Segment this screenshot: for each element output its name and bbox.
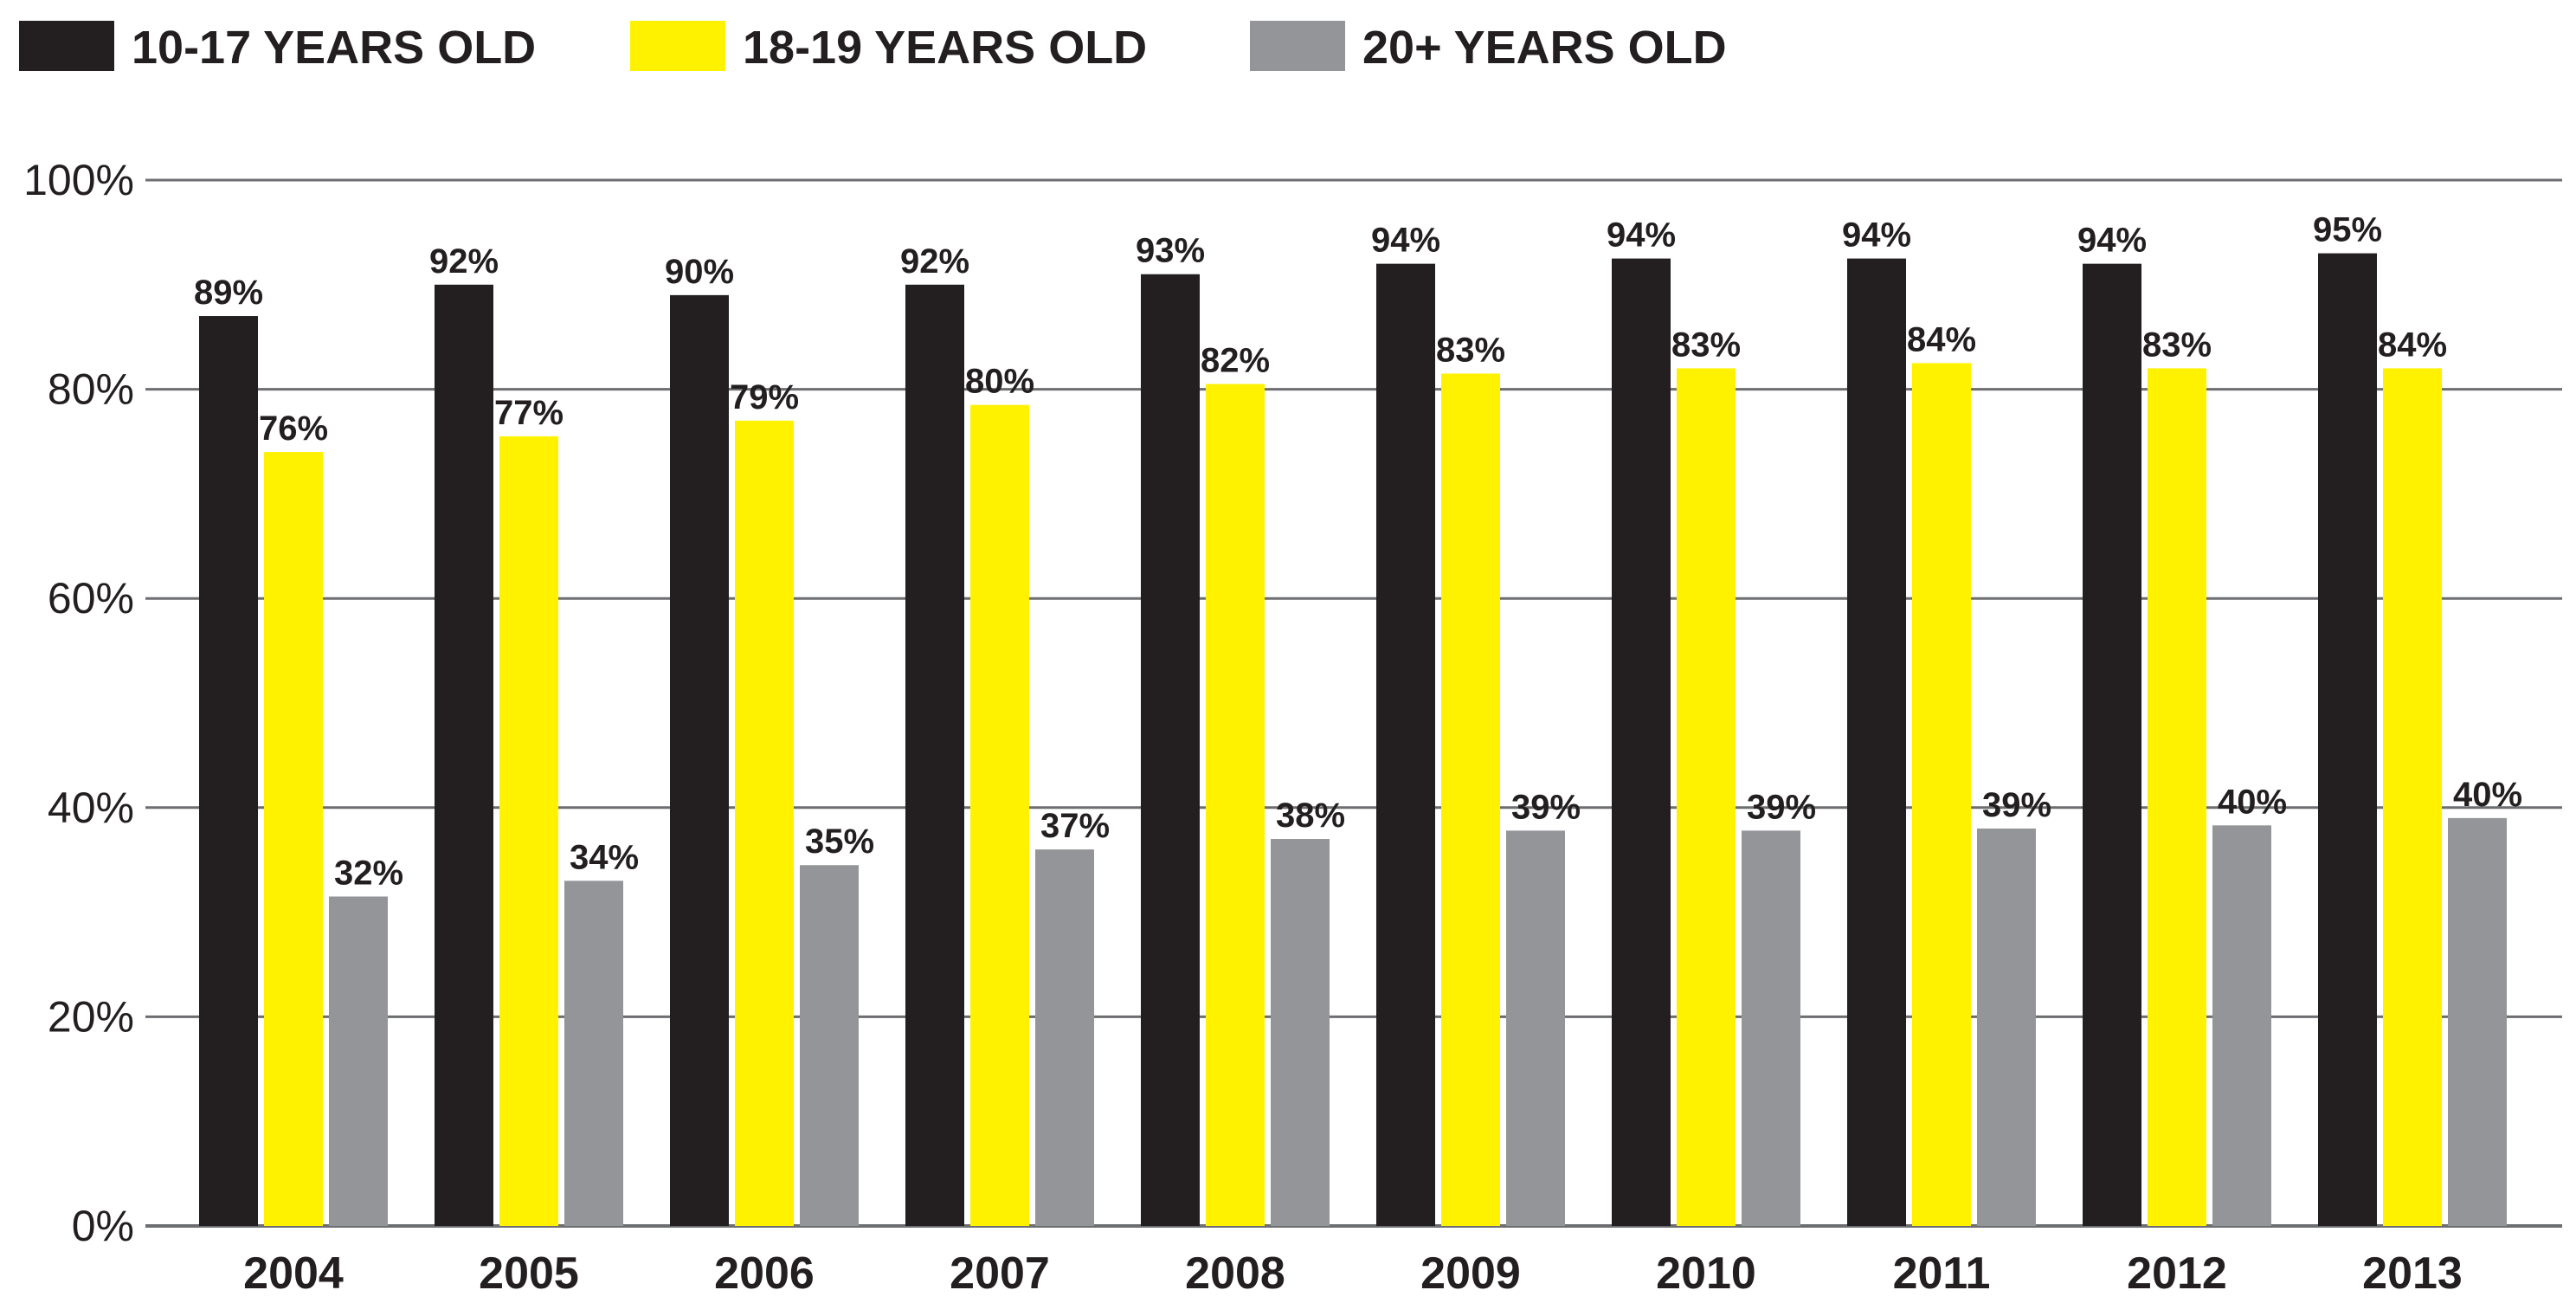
bar-2005-series-3 <box>564 881 623 1226</box>
data-label-2012-series-3: 40% <box>2218 783 2287 821</box>
data-labels: 89% 76% 32% 92% 77% 34% 90% 79% 35% 92% 80% 37% 93% 8… <box>194 211 2522 893</box>
bar-2004-series-1 <box>199 316 258 1226</box>
bar-2005-series-1 <box>435 284 493 1226</box>
bar-2004-series-3 <box>329 896 388 1226</box>
legend-swatch-3 <box>1250 21 1345 71</box>
bar-2010-series-3 <box>1742 830 1800 1226</box>
data-label-2008-series-3: 38% <box>1276 797 1345 835</box>
data-label-2004-series-1: 89% <box>194 274 263 312</box>
legend-label-2: 18-19 YEARS OLD <box>743 22 1147 74</box>
data-label-2009-series-3: 39% <box>1511 788 1581 826</box>
y-tick-label: 80% <box>48 365 134 414</box>
bar-2013-series-2 <box>2383 368 2442 1226</box>
bar-2006-series-2 <box>735 420 794 1227</box>
legend-label-3: 20+ YEARS OLD <box>1362 22 1727 74</box>
data-label-2007-series-3: 37% <box>1040 807 1110 845</box>
bar-2012-series-2 <box>2148 368 2206 1226</box>
x-tick-label: 2007 <box>950 1248 1050 1299</box>
bar-2011-series-1 <box>1847 258 1906 1227</box>
bar-2008-series-3 <box>1271 839 1330 1226</box>
data-label-2013-series-1: 95% <box>2313 211 2382 249</box>
y-tick-label: 60% <box>48 574 134 623</box>
x-tick-label: 2004 <box>243 1248 344 1299</box>
bars <box>199 253 2507 1227</box>
bar-2010-series-1 <box>1612 258 1671 1227</box>
bar-2012-series-3 <box>2212 825 2271 1226</box>
bar-2007-series-1 <box>905 284 964 1226</box>
data-label-2011-series-3: 39% <box>1982 786 2051 824</box>
y-tick-label: 100% <box>23 156 134 204</box>
legend-swatch-2 <box>630 21 725 71</box>
x-tick-label: 2011 <box>1893 1248 1991 1299</box>
data-label-2006-series-1: 90% <box>665 253 734 291</box>
y-axis: 0% 20% 40% 60% 80% 100% <box>23 156 134 1250</box>
legend-swatch-1 <box>19 21 114 71</box>
data-label-2004-series-2: 76% <box>259 410 328 448</box>
x-tick-label: 2006 <box>714 1248 815 1299</box>
x-tick-label: 2009 <box>1420 1248 1521 1299</box>
x-axis: 2004 2005 2006 2007 2008 2009 2010 2011 2012 2013 <box>243 1248 2463 1299</box>
data-label-2006-series-2: 79% <box>730 378 799 416</box>
bar-2007-series-3 <box>1035 849 1094 1226</box>
y-tick-label: 40% <box>48 784 134 832</box>
data-label-2012-series-2: 83% <box>2142 326 2212 364</box>
bar-2010-series-2 <box>1677 368 1736 1226</box>
bar-2011-series-2 <box>1912 363 1971 1226</box>
legend-label-1: 10-17 YEARS OLD <box>132 22 536 74</box>
data-label-2005-series-1: 92% <box>429 242 499 281</box>
data-label-2007-series-1: 92% <box>900 242 969 281</box>
x-tick-label: 2013 <box>2362 1248 2463 1299</box>
bar-2009-series-2 <box>1441 373 1500 1227</box>
data-label-2009-series-1: 94% <box>1371 222 1440 260</box>
data-label-2013-series-2: 84% <box>2378 326 2447 364</box>
data-label-2010-series-3: 39% <box>1747 788 1816 826</box>
x-tick-label: 2008 <box>1185 1248 1285 1299</box>
bar-2006-series-1 <box>670 294 729 1226</box>
bar-2009-series-3 <box>1506 830 1565 1226</box>
bar-2008-series-1 <box>1141 274 1200 1227</box>
data-label-2011-series-1: 94% <box>1842 216 1911 255</box>
data-label-2006-series-3: 35% <box>805 822 874 861</box>
bar-2006-series-3 <box>800 865 859 1226</box>
bar-2008-series-2 <box>1206 384 1265 1226</box>
data-label-2010-series-2: 83% <box>1671 326 1741 364</box>
bar-2005-series-2 <box>499 435 558 1227</box>
x-tick-label: 2005 <box>479 1248 579 1299</box>
data-label-2009-series-2: 83% <box>1436 331 1505 369</box>
data-label-2008-series-2: 82% <box>1201 342 1270 380</box>
bar-2013-series-3 <box>2448 817 2507 1226</box>
data-label-2008-series-1: 93% <box>1136 232 1205 270</box>
data-label-2004-series-3: 32% <box>334 854 403 892</box>
bar-2013-series-1 <box>2318 253 2377 1226</box>
bar-2011-series-3 <box>1977 828 2036 1226</box>
data-label-2011-series-2: 84% <box>1907 320 1976 358</box>
data-label-2013-series-3: 40% <box>2453 776 2522 814</box>
y-tick-label: 0% <box>72 1202 134 1250</box>
data-label-2007-series-2: 80% <box>965 363 1034 401</box>
data-label-2012-series-1: 94% <box>2077 222 2147 260</box>
bar-2007-series-2 <box>970 404 1029 1227</box>
y-tick-label: 20% <box>48 992 134 1041</box>
data-label-2010-series-1: 94% <box>1607 216 1676 255</box>
bar-2012-series-1 <box>2083 263 2141 1226</box>
data-label-2005-series-3: 34% <box>570 838 639 876</box>
data-label-2005-series-2: 77% <box>494 394 564 432</box>
bar-2009-series-1 <box>1376 263 1435 1226</box>
bar-2004-series-2 <box>264 452 323 1226</box>
legend: 10-17 YEARS OLD 18-19 YEARS OLD 20+ YEARS … <box>19 21 1727 74</box>
x-tick-label: 2012 <box>2127 1248 2227 1299</box>
x-tick-label: 2010 <box>1656 1248 1756 1299</box>
